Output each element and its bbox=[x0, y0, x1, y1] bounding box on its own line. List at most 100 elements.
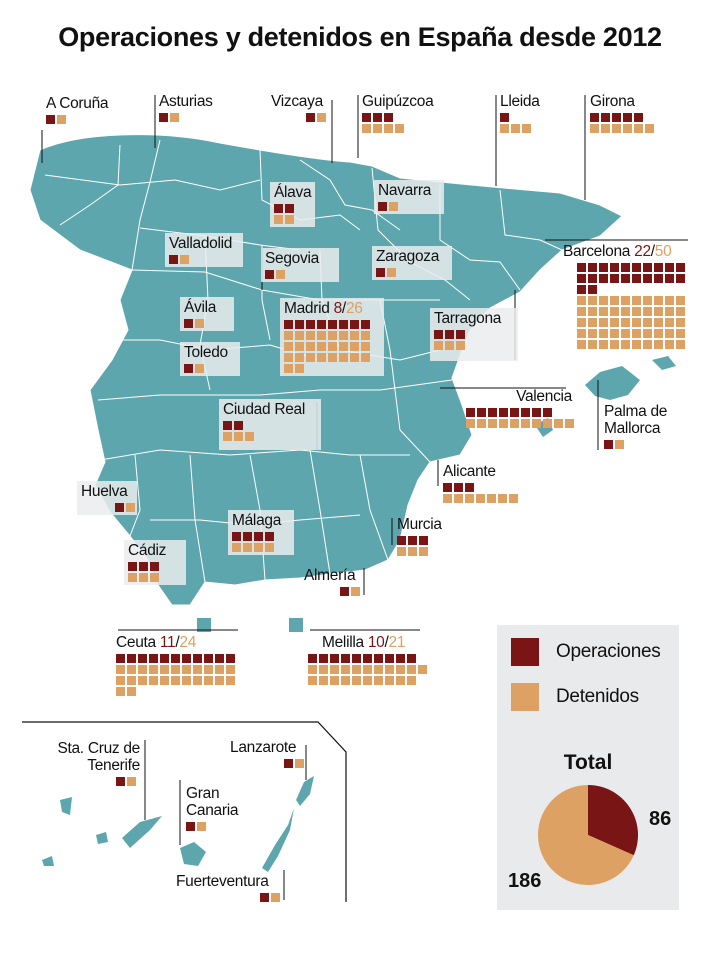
operaciones-square bbox=[184, 319, 193, 328]
detenidos-square bbox=[385, 665, 394, 674]
detenidos-square bbox=[226, 676, 235, 685]
operaciones-square bbox=[116, 654, 125, 663]
region-cadiz: Cádiz bbox=[124, 540, 186, 585]
region-fuerteventura: Fuerteventura bbox=[176, 873, 368, 902]
region-huelva: Huelva bbox=[77, 481, 137, 515]
detenidos-square bbox=[612, 124, 621, 133]
operaciones-square bbox=[445, 330, 454, 339]
detenidos-square bbox=[127, 687, 136, 696]
grid-spacer bbox=[522, 113, 531, 122]
operaciones-square bbox=[466, 408, 475, 417]
detenidos-square bbox=[350, 353, 359, 362]
pie-slice-detenidos bbox=[538, 785, 634, 885]
region-zaragoza: Zaragoza bbox=[372, 246, 452, 280]
region-murcia: Murcia bbox=[397, 516, 442, 556]
region-lleida: Lleida bbox=[500, 93, 542, 133]
operaciones-square bbox=[588, 263, 597, 272]
operaciones-square bbox=[243, 532, 252, 541]
region-name: Segovia bbox=[265, 250, 319, 267]
detenidos-square bbox=[160, 665, 169, 674]
detenidos-square bbox=[632, 296, 641, 305]
grid-spacer bbox=[565, 408, 574, 417]
operaciones-square bbox=[621, 274, 630, 283]
operaciones-square bbox=[419, 536, 428, 545]
region-squares bbox=[378, 202, 440, 211]
detenidos-square bbox=[361, 342, 370, 351]
operaciones-square bbox=[599, 274, 608, 283]
detenidos-square bbox=[643, 318, 652, 327]
region-name: Zaragoza bbox=[376, 248, 440, 265]
detenidos-square bbox=[434, 341, 443, 350]
region-squares bbox=[284, 759, 392, 768]
detenidos-square bbox=[643, 296, 652, 305]
operaciones-square bbox=[590, 113, 599, 122]
detenidos-square bbox=[676, 340, 685, 349]
operaciones-square bbox=[330, 654, 339, 663]
operaciones-count: 8 bbox=[333, 300, 343, 317]
detenidos-square bbox=[284, 364, 293, 373]
detenidos-square bbox=[509, 494, 518, 503]
detenidos-square bbox=[352, 676, 361, 685]
operaciones-square bbox=[543, 408, 552, 417]
detenidos-square bbox=[445, 341, 454, 350]
operaciones-square bbox=[138, 654, 147, 663]
region-name: Lanzarote bbox=[230, 739, 297, 756]
region-valladolid: Valladolid bbox=[165, 233, 243, 267]
mallorca-island bbox=[585, 366, 640, 400]
detenidos-square bbox=[284, 353, 293, 362]
grid-spacer bbox=[654, 285, 663, 294]
operaciones-square bbox=[500, 113, 509, 122]
detenidos-square bbox=[599, 340, 608, 349]
region-melilla: Melilla 10/21 bbox=[308, 634, 427, 685]
detenidos-square bbox=[396, 665, 405, 674]
detenidos-square bbox=[374, 665, 383, 674]
region-name: Valladolid bbox=[169, 235, 233, 252]
region-guipuzcoa: Guipúzcoa bbox=[362, 93, 434, 133]
operaciones-square bbox=[408, 536, 417, 545]
region-vizcaya: Vizcaya bbox=[271, 93, 414, 122]
legend-label: Operaciones bbox=[556, 641, 661, 662]
operaciones-square bbox=[116, 777, 125, 786]
operaciones-square bbox=[632, 274, 641, 283]
operaciones-square bbox=[604, 440, 613, 449]
detenidos-square bbox=[350, 331, 359, 340]
operaciones-square bbox=[643, 274, 652, 283]
region-toledo: Toledo bbox=[180, 342, 240, 376]
detenidos-square bbox=[171, 676, 180, 685]
region-squares bbox=[306, 113, 414, 122]
grid-spacer bbox=[645, 113, 654, 122]
detenidos-square bbox=[554, 419, 563, 428]
detenidos-count: 26 bbox=[345, 300, 363, 317]
operaciones-square bbox=[149, 654, 158, 663]
detenidos-square bbox=[204, 676, 213, 685]
operaciones-square bbox=[317, 320, 326, 329]
operaciones-square bbox=[654, 263, 663, 272]
detenidos-square bbox=[443, 494, 452, 503]
detenidos-square bbox=[643, 329, 652, 338]
region-squares bbox=[232, 532, 290, 552]
operaciones-square bbox=[434, 330, 443, 339]
operaciones-square bbox=[339, 320, 348, 329]
detenidos-square bbox=[610, 307, 619, 316]
detenidos-square bbox=[339, 353, 348, 362]
region-name: Madrid 8/26 bbox=[284, 300, 363, 317]
operaciones-square bbox=[341, 654, 350, 663]
total-detenidos-value: 186 bbox=[508, 870, 542, 892]
region-name: Navarra bbox=[378, 182, 432, 199]
detenidos-square bbox=[330, 676, 339, 685]
detenidos-square bbox=[599, 307, 608, 316]
detenidos-square bbox=[610, 340, 619, 349]
detenidos-square bbox=[308, 676, 317, 685]
operaciones-square bbox=[376, 268, 385, 277]
operaciones-square bbox=[362, 113, 371, 122]
detenidos-square bbox=[676, 307, 685, 316]
total-operaciones-value: 86 bbox=[649, 808, 672, 830]
region-squares bbox=[128, 562, 182, 582]
region-name: Álava bbox=[274, 184, 312, 201]
detenidos-square bbox=[127, 777, 136, 786]
region-squares bbox=[115, 503, 135, 512]
region-squares bbox=[308, 654, 427, 685]
detenidos-square bbox=[615, 440, 624, 449]
detenidos-square bbox=[128, 573, 137, 582]
detenidos-square bbox=[511, 124, 520, 133]
